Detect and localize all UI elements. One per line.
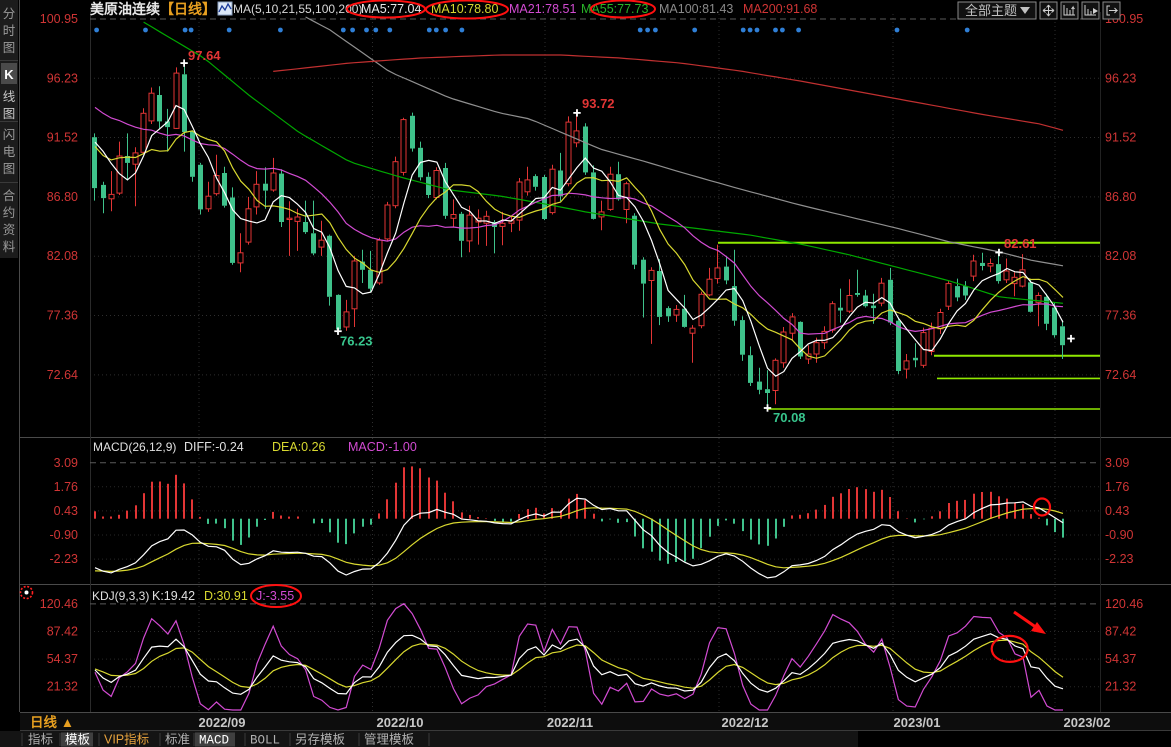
- svg-text:分: 分: [3, 7, 16, 21]
- svg-text:21.32: 21.32: [1105, 680, 1136, 694]
- svg-text:J:-3.55: J:-3.55: [256, 589, 294, 603]
- svg-text:1.76: 1.76: [54, 480, 78, 494]
- svg-text:BOLL: BOLL: [250, 734, 280, 747]
- svg-text:2022/10: 2022/10: [377, 715, 424, 730]
- svg-text:77.36: 77.36: [47, 309, 78, 323]
- svg-text:MA21:78.51: MA21:78.51: [509, 2, 576, 16]
- svg-text:72.64: 72.64: [47, 368, 78, 382]
- svg-text:3.09: 3.09: [1105, 456, 1129, 470]
- svg-text:电: 电: [3, 145, 16, 159]
- svg-text:0.43: 0.43: [54, 504, 78, 518]
- svg-text:2023/01: 2023/01: [894, 715, 941, 730]
- svg-text:K:19.42: K:19.42: [152, 589, 195, 603]
- svg-text:时: 时: [3, 24, 16, 38]
- svg-text:指标: 指标: [28, 732, 53, 747]
- svg-text:-0.90: -0.90: [50, 528, 79, 542]
- svg-text:MA100:81.43: MA100:81.43: [659, 2, 733, 16]
- svg-text:MA55:77.73: MA55:77.73: [581, 2, 648, 16]
- svg-text:-2.23: -2.23: [50, 552, 79, 566]
- svg-text:K: K: [4, 67, 14, 82]
- svg-text:MA5:77.04: MA5:77.04: [361, 2, 422, 16]
- svg-text:70.08: 70.08: [773, 410, 806, 425]
- svg-text:120.46: 120.46: [40, 597, 78, 611]
- svg-text:93.72: 93.72: [582, 96, 615, 111]
- svg-text:MA10:78.80: MA10:78.80: [431, 2, 498, 16]
- svg-text:美原油连续: 美原油连续: [90, 1, 160, 17]
- svg-text:2022/12: 2022/12: [722, 715, 769, 730]
- svg-text:91.52: 91.52: [1105, 131, 1136, 145]
- svg-text:MACD(26,12,9): MACD(26,12,9): [93, 440, 176, 454]
- svg-text:54.37: 54.37: [1105, 652, 1136, 666]
- svg-text:2022/09: 2022/09: [199, 715, 246, 730]
- svg-text:料: 料: [3, 240, 16, 254]
- svg-text:线: 线: [3, 90, 16, 104]
- svg-text:VIP指标: VIP指标: [104, 732, 149, 747]
- svg-text:3.09: 3.09: [54, 456, 78, 470]
- svg-text:合: 合: [3, 188, 16, 203]
- svg-text:76.23: 76.23: [340, 334, 373, 349]
- svg-text:82.08: 82.08: [1105, 249, 1136, 263]
- svg-text:91.52: 91.52: [47, 131, 78, 145]
- svg-text:图: 图: [3, 41, 16, 55]
- svg-text:图: 图: [3, 107, 16, 121]
- svg-text:87.42: 87.42: [47, 625, 78, 639]
- svg-text:77.36: 77.36: [1105, 309, 1136, 323]
- svg-text:86.80: 86.80: [47, 190, 78, 204]
- svg-text:闪: 闪: [3, 128, 16, 142]
- svg-text:-2.23: -2.23: [1105, 552, 1134, 566]
- svg-text:DIFF:-0.24: DIFF:-0.24: [184, 440, 244, 454]
- svg-text:82.61: 82.61: [1004, 236, 1037, 251]
- svg-text:【日线】: 【日线】: [160, 1, 216, 17]
- svg-text:模板: 模板: [65, 733, 91, 747]
- svg-text:D:30.91: D:30.91: [204, 589, 248, 603]
- svg-text:87.42: 87.42: [1105, 625, 1136, 639]
- svg-text:96.23: 96.23: [1105, 71, 1136, 85]
- svg-text:另存模板: 另存模板: [295, 733, 346, 747]
- svg-text:96.23: 96.23: [47, 71, 78, 85]
- svg-text:全部主题: 全部主题: [965, 3, 1017, 18]
- svg-text:120.46: 120.46: [1105, 597, 1143, 611]
- svg-text:86.80: 86.80: [1105, 190, 1136, 204]
- svg-text:日线 ▲: 日线 ▲: [30, 714, 74, 730]
- svg-text:100.95: 100.95: [40, 12, 78, 26]
- svg-text:0.43: 0.43: [1105, 504, 1129, 518]
- svg-text:MACD: MACD: [199, 734, 229, 747]
- svg-text:资: 资: [3, 223, 16, 237]
- svg-text:MACD:-1.00: MACD:-1.00: [348, 440, 417, 454]
- svg-text:约: 约: [3, 205, 16, 220]
- svg-text:54.37: 54.37: [47, 652, 78, 666]
- svg-text:KDJ(9,3,3): KDJ(9,3,3): [92, 589, 149, 603]
- svg-text:-0.90: -0.90: [1105, 528, 1134, 542]
- svg-text:标准: 标准: [165, 733, 190, 747]
- svg-text:97.64: 97.64: [188, 48, 221, 63]
- svg-text:管理模板: 管理模板: [364, 732, 415, 747]
- svg-text:82.08: 82.08: [47, 249, 78, 263]
- svg-text:2023/02: 2023/02: [1064, 715, 1111, 730]
- svg-text:72.64: 72.64: [1105, 368, 1136, 382]
- svg-text:图: 图: [3, 162, 16, 176]
- svg-text:2022/11: 2022/11: [547, 715, 593, 730]
- svg-text:1.76: 1.76: [1105, 480, 1129, 494]
- svg-text:MA(5,10,21,55,100,200): MA(5,10,21,55,100,200): [233, 2, 362, 16]
- svg-text:21.32: 21.32: [47, 680, 78, 694]
- svg-text:DEA:0.26: DEA:0.26: [272, 440, 326, 454]
- svg-text:MA200:91.68: MA200:91.68: [743, 2, 817, 16]
